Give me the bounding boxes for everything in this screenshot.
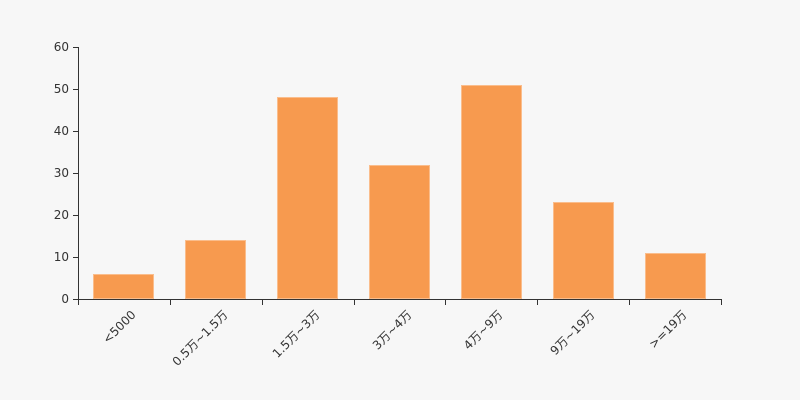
bar: [185, 240, 247, 299]
y-tick-label: 30: [53, 166, 69, 180]
bar: [93, 273, 155, 299]
y-tick: [73, 89, 78, 90]
x-tick-label: 4万~9万: [461, 307, 506, 353]
x-tick: [537, 300, 539, 305]
y-tick: [73, 215, 78, 216]
x-tick: [78, 300, 79, 305]
bar: [369, 164, 430, 299]
x-tick: [353, 300, 355, 305]
x-tick-label: >=19万: [646, 307, 690, 352]
y-tick-label: 0: [61, 292, 69, 306]
bar: [277, 97, 339, 299]
x-tick: [261, 300, 263, 305]
bar: [644, 252, 706, 299]
y-tick: [73, 47, 78, 48]
y-tick-label: 60: [53, 40, 69, 54]
y-tick-label: 10: [53, 250, 69, 264]
y-tick: [73, 131, 78, 132]
x-tick: [721, 300, 722, 305]
x-tick-label: <5000: [99, 307, 139, 347]
y-axis-line: [78, 47, 79, 300]
bar-chart: 0 10 20 30 40 50 60 <5000 0.5万~1.5万 1.5万~3万 3万~4万 4…: [53, 40, 722, 369]
y-tick-label: 40: [53, 124, 69, 138]
y-tick-label: 20: [53, 208, 69, 222]
y-tick: [73, 299, 78, 300]
x-tick: [445, 300, 447, 305]
x-tick: [629, 300, 631, 305]
x-tick-label: 9万~19万: [547, 307, 598, 358]
x-axis-line: [78, 299, 722, 300]
bar: [460, 84, 522, 299]
y-tick: [73, 257, 78, 258]
x-tick: [169, 300, 171, 305]
x-tick-label: 0.5万~1.5万: [169, 307, 231, 369]
x-tick-label: 1.5万~3万: [269, 307, 323, 361]
y-tick: [73, 173, 78, 174]
bar: [552, 202, 614, 299]
x-tick-label: 3万~4万: [369, 307, 415, 353]
y-tick-label: 50: [53, 82, 69, 96]
